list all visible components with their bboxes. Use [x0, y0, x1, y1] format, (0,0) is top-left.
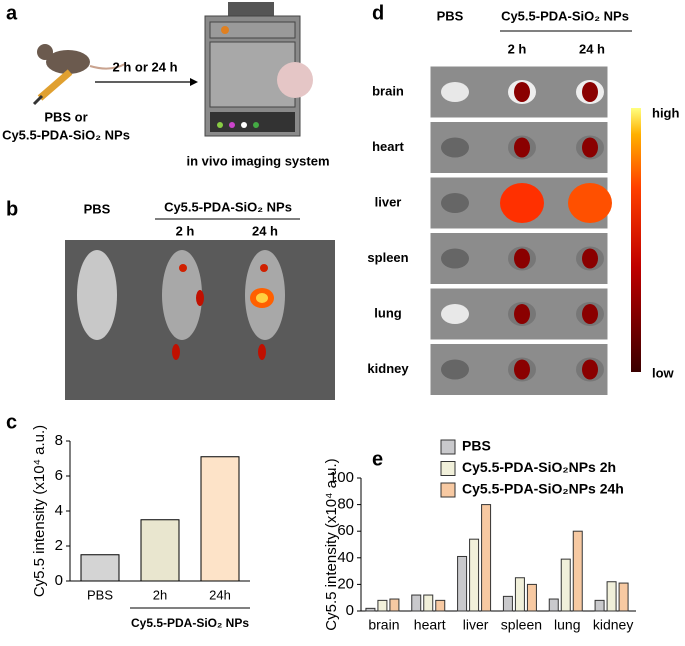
y-tick-label: 40 [337, 549, 354, 566]
group-label: PBS [84, 201, 111, 216]
panel-label: e [372, 448, 383, 470]
legend-label: Cy5.5-PDA-SiO₂NPs 2h [462, 459, 616, 475]
x-tick-label: kidney [593, 617, 633, 633]
time-label: 24 h [579, 41, 605, 56]
bar [502, 595, 513, 612]
x-tick-label: PBS [87, 587, 113, 602]
bar [606, 581, 617, 612]
group-label: Cy5.5-PDA-SiO₂ NPs [501, 8, 629, 23]
bar [594, 599, 605, 612]
bar [435, 599, 446, 612]
x-tick-label: 2h [153, 587, 167, 602]
bar [481, 504, 492, 612]
bar [140, 519, 180, 582]
bar [469, 538, 480, 612]
y-tick-label: 80 [337, 496, 354, 513]
organ [441, 137, 469, 158]
bar [423, 594, 434, 612]
group-label: PBS [437, 8, 464, 23]
bar [548, 598, 559, 612]
panel-label: a [6, 2, 18, 24]
legend-swatch [440, 482, 456, 498]
group-label: Cy5.5-PDA-SiO₂ NPs [164, 199, 292, 214]
bar [514, 577, 525, 612]
y-tick-label: 8 [55, 432, 63, 449]
signal [582, 304, 598, 324]
bar [618, 582, 629, 612]
x-tick-label: spleen [501, 617, 542, 633]
x-tick-label: liver [463, 617, 489, 633]
scale-label: high [652, 105, 679, 120]
signal [582, 248, 598, 269]
bar [200, 456, 240, 582]
y-tick-label: 0 [346, 602, 354, 619]
y-tick-label: 20 [337, 575, 354, 592]
time-label: 2 h [508, 41, 527, 56]
organ [441, 193, 469, 213]
y-axis-label: Cy5.5 intensity (x10⁴ a.u.) [323, 458, 340, 630]
organ [441, 248, 469, 269]
legend-swatch [440, 439, 456, 455]
imaging-system [204, 2, 313, 137]
organ-label: spleen [367, 250, 408, 265]
mouse-illustration [32, 44, 126, 106]
injection-label: Cy5.5-PDA-SiO₂ NPs [2, 127, 130, 142]
organ-label: heart [372, 139, 404, 154]
x-tick-label: 24h [209, 587, 231, 602]
organ-label: lung [374, 305, 401, 320]
bar [389, 598, 400, 612]
bar [526, 583, 537, 612]
bar [80, 554, 120, 582]
signal [514, 359, 530, 380]
organ [441, 304, 469, 324]
x-tick-label: brain [368, 617, 399, 633]
signal [582, 137, 598, 158]
y-tick-label: 4 [55, 502, 63, 519]
y-tick-label: 2 [55, 537, 63, 554]
organ [441, 359, 469, 380]
bar [560, 558, 571, 612]
y-tick-label: 100 [329, 469, 354, 486]
organ-label: brain [372, 83, 404, 98]
y-axis-label: Cy5.5 intensity (x10⁴ a.u.) [31, 425, 48, 597]
panel-label: b [6, 198, 18, 220]
signal [514, 137, 530, 158]
y-tick-label: 60 [337, 522, 354, 539]
panel-label: d [372, 2, 384, 24]
injection-label: PBS or [44, 109, 87, 124]
bar [457, 555, 468, 612]
bar [365, 607, 376, 612]
signal [514, 248, 530, 269]
color-scale [631, 108, 641, 372]
mouse-photo [65, 240, 335, 400]
x-tick-label: lung [554, 617, 580, 633]
bar [411, 594, 422, 612]
legend-label: PBS [462, 438, 491, 454]
panel-label: c [6, 411, 17, 433]
signal [582, 82, 598, 102]
organ-label: kidney [367, 361, 409, 376]
legend-swatch [440, 461, 456, 476]
time-label: 2 h [176, 223, 195, 238]
group-label: Cy5.5-PDA-SiO₂ NPs [131, 616, 249, 630]
legend-label: Cy5.5-PDA-SiO₂NPs 24h [462, 481, 624, 497]
organ-label: liver [375, 194, 402, 209]
x-tick-label: heart [414, 617, 446, 633]
arrow-label: 2 h or 24 h [112, 59, 177, 74]
bar [572, 530, 583, 612]
y-tick-label: 6 [55, 467, 63, 484]
organ [441, 82, 469, 102]
signal [568, 183, 612, 223]
system-label: in vivo imaging system [186, 153, 329, 168]
signal [582, 359, 598, 380]
signal [500, 183, 544, 223]
y-tick-label: 0 [55, 572, 63, 589]
signal [514, 82, 530, 102]
time-label: 24 h [252, 223, 278, 238]
scale-label: low [652, 365, 675, 380]
signal [514, 304, 530, 324]
bar [377, 599, 388, 612]
arrow-head [190, 78, 198, 86]
